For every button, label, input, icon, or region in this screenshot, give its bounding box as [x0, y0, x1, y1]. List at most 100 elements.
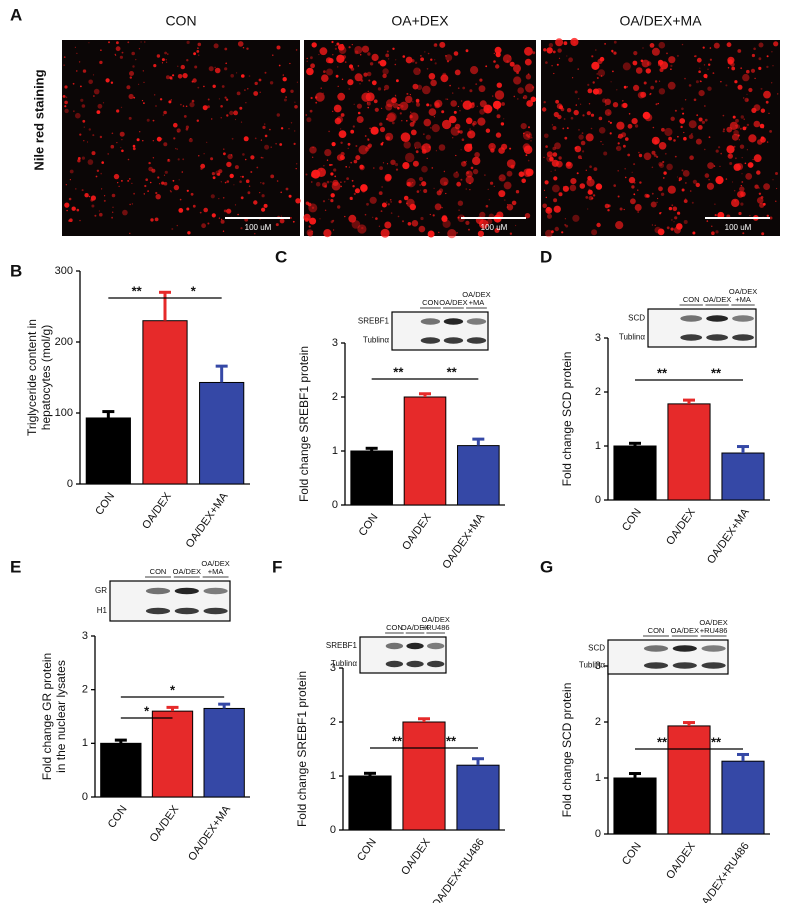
lipid-droplet [366, 101, 371, 106]
error-bar [419, 392, 431, 397]
lipid-droplet [555, 99, 559, 104]
bar [142, 320, 188, 485]
lipid-droplet [402, 162, 410, 170]
lipid-droplet [394, 94, 397, 97]
lipid-droplet [322, 182, 328, 188]
lipid-droplet [152, 140, 154, 142]
lipid-droplet [328, 130, 330, 133]
lipid-droplet [496, 108, 499, 111]
lipid-droplet [524, 213, 531, 219]
blot-band [732, 315, 754, 322]
lipid-droplet [334, 175, 337, 178]
lipid-droplet [726, 145, 735, 154]
lipid-droplet [543, 189, 546, 191]
lipid-droplet [93, 88, 100, 95]
lipid-droplet [558, 192, 563, 197]
error-bar [737, 752, 749, 762]
lipid-droplet [133, 96, 136, 99]
lipid-droplet [740, 191, 746, 197]
significance-label: ** [711, 365, 722, 380]
lipid-droplet [406, 120, 408, 122]
lipid-droplet [551, 159, 559, 167]
lipid-droplet [682, 112, 685, 115]
blot-band [706, 334, 729, 341]
lipid-droplet [726, 42, 732, 48]
lipid-droplet [626, 86, 629, 88]
lipid-droplet [307, 202, 312, 207]
lipid-droplet [164, 51, 168, 55]
lipid-droplet [383, 89, 386, 91]
lipid-droplet [354, 50, 359, 55]
lipid-droplet [229, 110, 234, 116]
lipid-droplet [214, 66, 216, 68]
lipid-droplet [766, 65, 769, 69]
lipid-droplet [347, 79, 354, 86]
lipid-droplet [683, 131, 685, 134]
blot-band [643, 662, 669, 669]
lipid-droplet [220, 181, 222, 183]
lipid-droplet [434, 59, 436, 61]
lipid-droplet [234, 165, 239, 170]
lipid-droplet [153, 64, 157, 68]
lipid-droplet [377, 87, 382, 91]
lipid-droplet [240, 227, 243, 230]
lipid-droplet [165, 59, 167, 61]
lane-label: CON [683, 295, 700, 304]
y-tick-label: 0 [67, 478, 73, 490]
y-tick-label: 0 [82, 791, 88, 803]
lipid-droplet [467, 130, 476, 139]
lipid-droplet [532, 170, 534, 172]
y-axis-label: hepatocytes (mol/g) [39, 325, 53, 430]
lipid-droplet [542, 203, 547, 209]
lipid-droplet [616, 145, 622, 152]
lipid-droplet [360, 54, 362, 56]
blot-band [406, 642, 424, 650]
lipid-droplet [64, 108, 69, 114]
lipid-droplet [336, 42, 340, 46]
lipid-droplet [348, 88, 350, 90]
lipid-droplet [177, 131, 179, 133]
lipid-droplet [83, 126, 85, 128]
lipid-droplet [478, 85, 486, 93]
lipid-droplet [412, 160, 419, 167]
error-bar [102, 410, 115, 418]
lipid-droplet [573, 40, 576, 44]
lipid-droplet [323, 70, 326, 73]
lipid-droplet [434, 203, 442, 211]
bar [350, 450, 393, 506]
lipid-droplet [406, 182, 411, 187]
lipid-droplet [380, 210, 383, 213]
panel-letter: G [540, 557, 553, 576]
lipid-droplet [650, 201, 657, 208]
lipid-droplet [612, 70, 614, 73]
blot-frame [359, 636, 447, 674]
lipid-droplet [722, 114, 725, 117]
lipid-droplet [659, 68, 664, 72]
lipid-droplet [202, 105, 208, 111]
lipid-droplet [403, 141, 411, 149]
lipid-droplet [111, 132, 114, 135]
lipid-droplet [634, 204, 642, 211]
lipid-droplet [714, 214, 717, 217]
lipid-droplet [355, 155, 361, 161]
lipid-droplet [761, 232, 765, 236]
lipid-droplet [107, 153, 109, 155]
lipid-droplet [178, 179, 180, 181]
blot-band [145, 587, 171, 595]
lipid-droplet [464, 106, 466, 108]
lipid-droplet [212, 84, 216, 89]
lipid-droplet [633, 84, 640, 91]
lipid-droplet [319, 218, 321, 220]
lipid-droplet [402, 220, 404, 223]
lipid-droplet [69, 179, 71, 181]
lipid-droplet [454, 123, 461, 130]
lane-label: +RU486 [700, 626, 728, 635]
lipid-droplet [747, 162, 754, 168]
lipid-droplet [521, 178, 526, 184]
lipid-droplet [543, 101, 546, 104]
lane-label: OA/DEX [439, 298, 467, 307]
lipid-droplet [465, 175, 474, 184]
lipid-droplet [566, 127, 569, 129]
lipid-droplet [412, 182, 414, 184]
lipid-droplet [170, 191, 172, 193]
